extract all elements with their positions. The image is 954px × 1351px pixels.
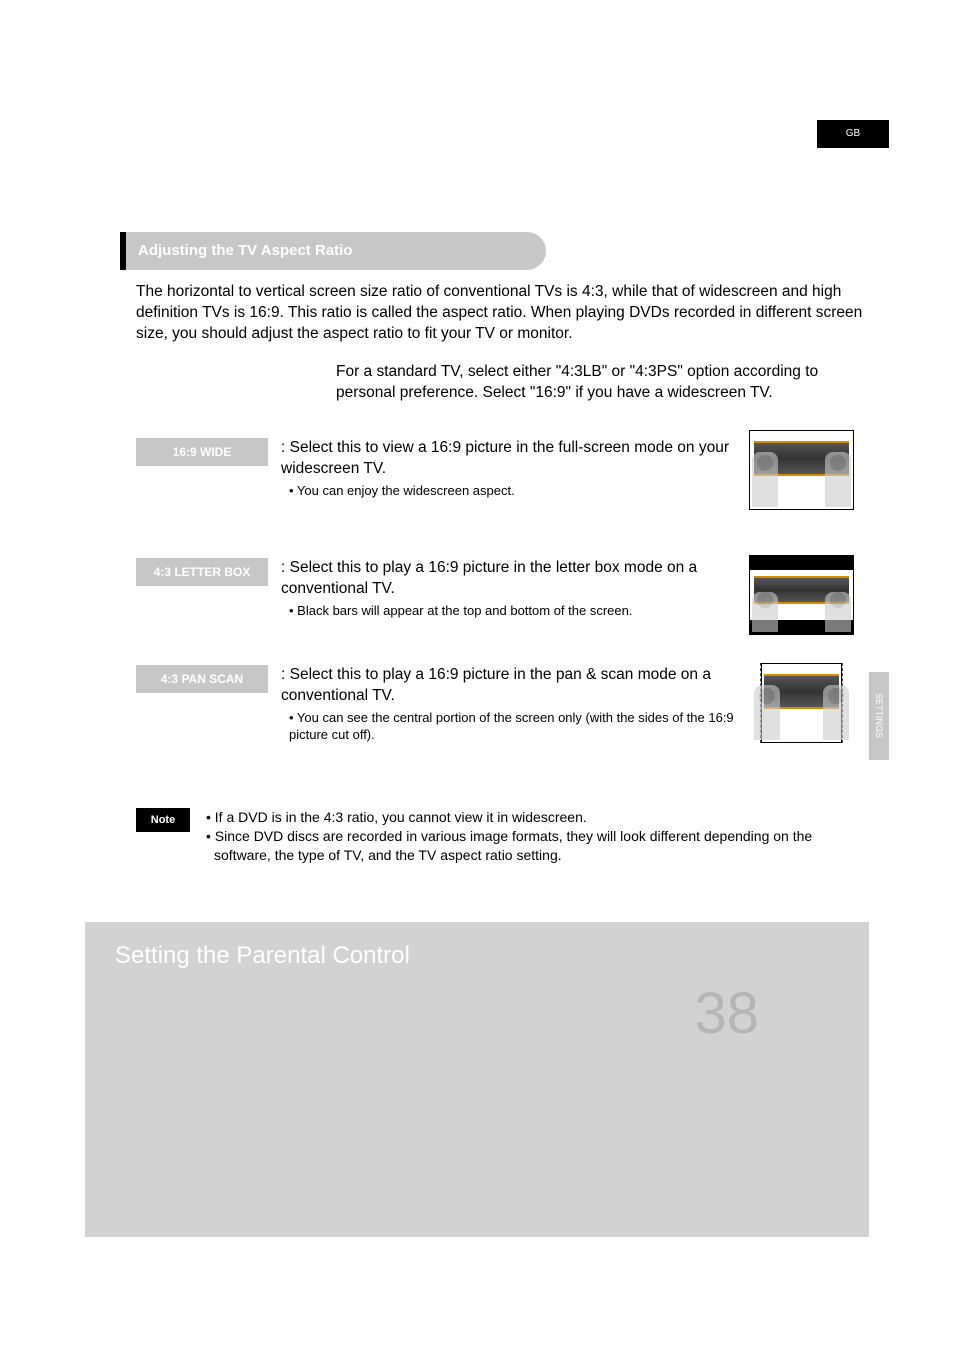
option-4-3-panscan: 4:3 PAN SCAN : Select this to play a 16:… [136,665,764,744]
note-block: Note • If a DVD is in the 4:3 ratio, you… [136,808,854,865]
option-bullet: • You can enjoy the widescreen aspect. [281,483,764,500]
side-tab-settings: SETTINGS [869,672,889,760]
thumbnail-letterbox [749,555,854,635]
thumbnail-wide [749,430,854,510]
option-description: : Select this to play a 16:9 picture in … [281,666,711,704]
option-bullet: • You can see the central portion of the… [281,710,764,744]
option-4-3-letterbox: 4:3 LETTER BOX : Select this to play a 1… [136,558,764,620]
language-tab: GB [817,120,889,148]
option-16-9-wide: 16:9 WIDE : Select this to view a 16:9 p… [136,438,764,500]
option-label: 4:3 LETTER BOX [136,558,268,586]
option-description: : Select this to view a 16:9 picture in … [281,439,729,477]
option-body: : Select this to view a 16:9 picture in … [281,438,764,500]
option-body: : Select this to play a 16:9 picture in … [281,558,764,620]
option-description: : Select this to play a 16:9 picture in … [281,559,697,597]
note-text: • If a DVD is in the 4:3 ratio, you cann… [206,808,854,865]
note-line: • Since DVD discs are recorded in variou… [206,827,854,865]
sub-intro-text: For a standard TV, select either "4:3LB"… [336,362,844,404]
section-title: Adjusting the TV Aspect Ratio [126,232,546,270]
option-label: 4:3 PAN SCAN [136,665,268,693]
option-body: : Select this to play a 16:9 picture in … [281,665,764,744]
manual-page: GB Adjusting the TV Aspect Ratio The hor… [0,0,954,1351]
note-badge: Note [136,808,190,832]
option-label: 16:9 WIDE [136,438,268,466]
intro-text: The horizontal to vertical screen size r… [136,282,869,345]
thumbnail-panscan [749,663,854,743]
page-number: 38 [694,980,759,1047]
note-line: • If a DVD is in the 4:3 ratio, you cann… [206,808,854,827]
next-section-block: Setting the Parental Control 38 [85,922,869,1237]
option-bullet: • Black bars will appear at the top and … [281,603,764,620]
next-section-title: Setting the Parental Control [85,922,869,970]
